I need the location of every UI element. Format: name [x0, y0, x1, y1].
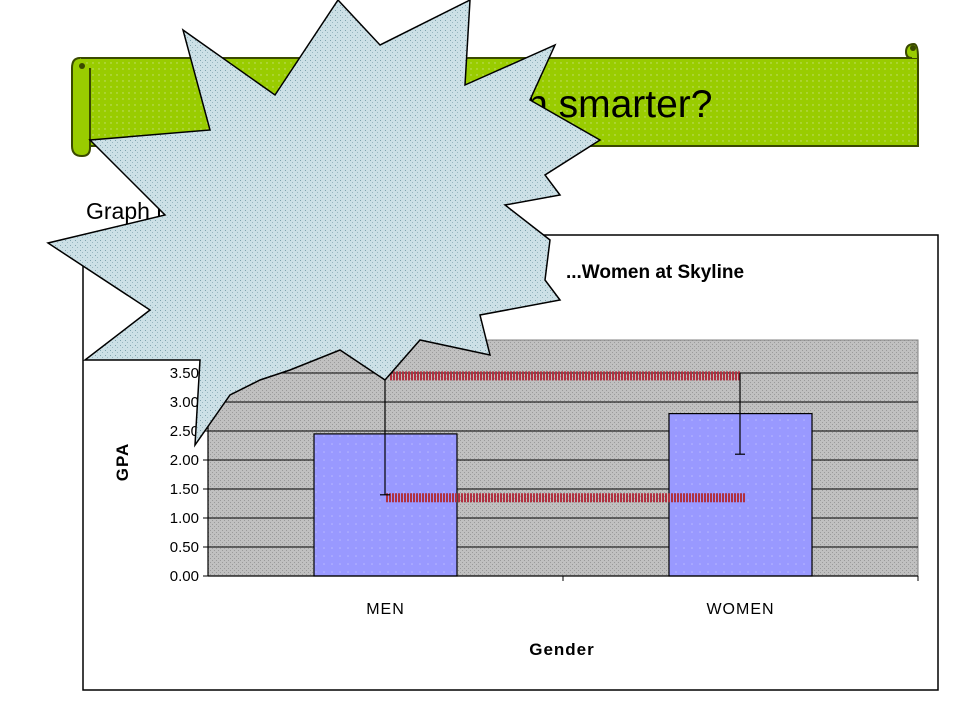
starburst-callout [46, 0, 602, 448]
y-tick-label: 0.00 [170, 568, 199, 585]
error-bars [380, 373, 745, 496]
y-ticks: 0.00 0.50 1.00 1.50 2.00 2.50 3.00 3.50 [170, 365, 208, 585]
chart-title: ...Women at Skyline [566, 262, 744, 283]
x-ticks: MEN WOMEN [366, 576, 919, 618]
y-tick-label: 1.00 [170, 510, 199, 527]
y-tick-label: 2.50 [170, 423, 199, 440]
reference-lines [386, 371, 746, 503]
y-tick-label: 3.50 [170, 365, 199, 382]
y-tick-label: 1.50 [170, 481, 199, 498]
y-tick-label: 3.00 [170, 394, 199, 411]
x-axis-label: Gender [529, 640, 595, 659]
y-tick-label: 2.00 [170, 452, 199, 469]
x-tick-label: WOMEN [706, 601, 774, 618]
y-axis-label: GPA [113, 443, 132, 482]
y-tick-label: 0.50 [170, 539, 199, 556]
x-tick-label: MEN [366, 601, 405, 618]
